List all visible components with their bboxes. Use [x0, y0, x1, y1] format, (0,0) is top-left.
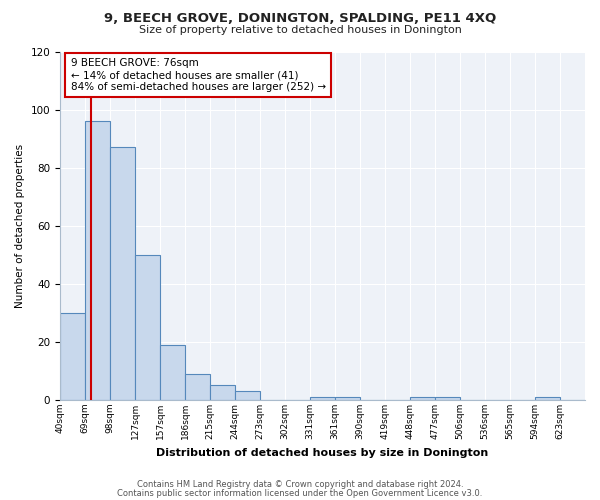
Bar [410, 397, 435, 400]
X-axis label: Distribution of detached houses by size in Donington: Distribution of detached houses by size … [157, 448, 488, 458]
Bar [435, 397, 460, 400]
Bar [135, 255, 160, 400]
Bar [335, 397, 360, 400]
Text: 9, BEECH GROVE, DONINGTON, SPALDING, PE11 4XQ: 9, BEECH GROVE, DONINGTON, SPALDING, PE1… [104, 12, 496, 26]
Text: Contains public sector information licensed under the Open Government Licence v3: Contains public sector information licen… [118, 488, 482, 498]
Bar [185, 374, 210, 400]
Bar [535, 397, 560, 400]
Bar [210, 386, 235, 400]
Bar [60, 313, 85, 400]
Text: Size of property relative to detached houses in Donington: Size of property relative to detached ho… [139, 25, 461, 35]
Y-axis label: Number of detached properties: Number of detached properties [15, 144, 25, 308]
Bar [310, 397, 335, 400]
Bar [235, 392, 260, 400]
Bar [85, 121, 110, 400]
Text: Contains HM Land Registry data © Crown copyright and database right 2024.: Contains HM Land Registry data © Crown c… [137, 480, 463, 489]
Bar [110, 148, 135, 400]
Bar [160, 345, 185, 400]
Text: 9 BEECH GROVE: 76sqm
← 14% of detached houses are smaller (41)
84% of semi-detac: 9 BEECH GROVE: 76sqm ← 14% of detached h… [71, 58, 326, 92]
